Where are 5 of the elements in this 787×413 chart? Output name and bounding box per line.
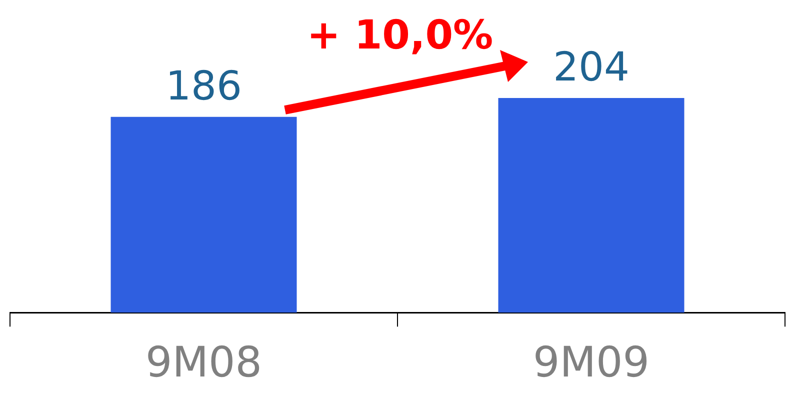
x-tick-label: 9M08 — [146, 338, 262, 387]
data-label: 186 — [166, 63, 242, 110]
text: + 10,0% — [306, 12, 494, 58]
data-label: 204 — [553, 44, 630, 90]
x-tick-label: 9M09 — [533, 338, 650, 387]
